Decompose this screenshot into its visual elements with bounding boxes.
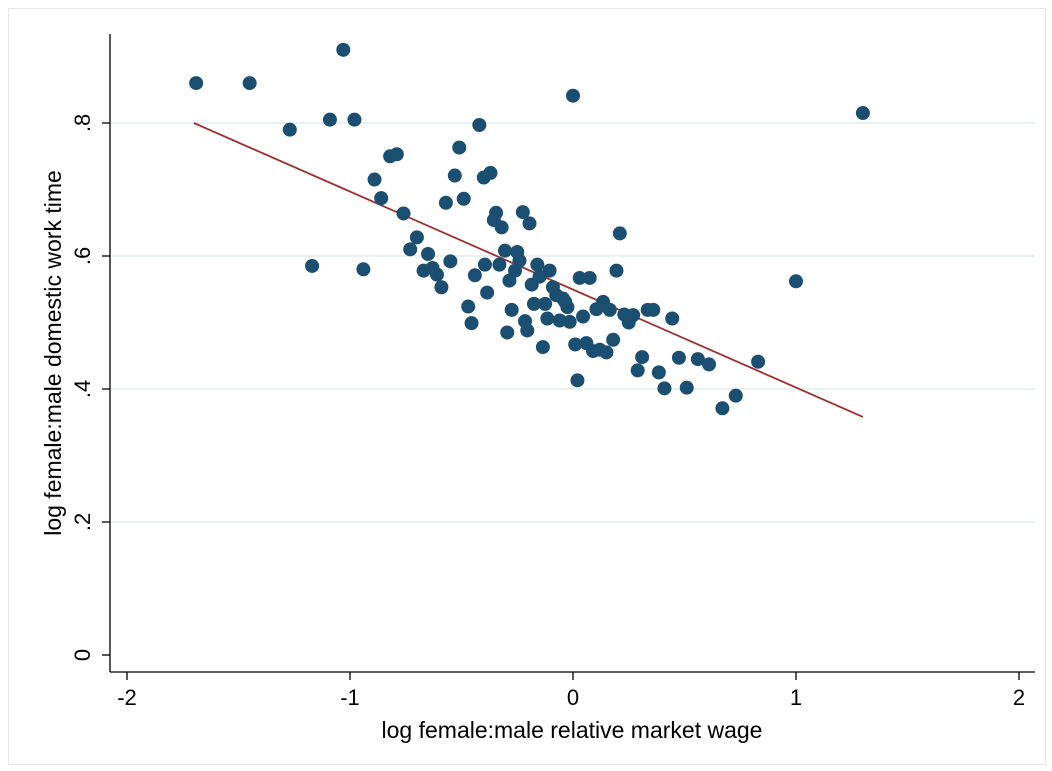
data-point-96 (789, 274, 803, 289)
y-tick-label-2: .4 (70, 380, 95, 398)
data-point-6 (347, 112, 362, 127)
data-point-61 (560, 300, 575, 315)
data-point-67 (576, 309, 591, 324)
data-point-97 (855, 106, 870, 121)
data-point-89 (671, 350, 686, 365)
data-point-32 (483, 165, 498, 180)
data-point-95 (751, 354, 766, 369)
data-point-38 (500, 325, 515, 340)
data-point-49 (526, 296, 541, 311)
ticks: -2 -1 0 1 2 0 .2 .4 .6 .8 (70, 114, 1025, 710)
data-point-13 (403, 242, 418, 257)
data-point-86 (651, 365, 666, 380)
data-point-88 (665, 311, 680, 326)
data-point-76 (606, 332, 621, 347)
x-tick-label-0: -2 (117, 685, 137, 710)
data-point-28 (472, 117, 487, 132)
data-point-65 (570, 373, 585, 388)
data-point-25 (461, 299, 476, 314)
x-axis-title: log female:male relative market wage (382, 717, 763, 743)
data-point-21 (443, 254, 458, 269)
data-point-2 (282, 122, 297, 137)
data-point-14 (409, 230, 424, 245)
data-point-9 (374, 191, 389, 206)
x-tick-label-1: -1 (340, 685, 360, 710)
data-point-46 (520, 323, 535, 338)
data-point-52 (535, 340, 550, 355)
y-axis-title: log female:male domestic work time (40, 170, 66, 536)
data-point-35 (492, 257, 507, 272)
data-point-53 (538, 296, 553, 311)
data-point-36 (494, 220, 509, 235)
data-point-23 (452, 140, 467, 155)
data-point-47 (522, 216, 537, 231)
data-point-3 (305, 258, 320, 273)
data-point-34 (489, 205, 504, 220)
data-points (189, 42, 870, 416)
data-point-63 (566, 88, 580, 103)
data-point-26 (464, 316, 479, 331)
y-tick-label-4: .8 (70, 114, 95, 132)
fit-line (193, 122, 864, 418)
data-point-43 (512, 253, 527, 268)
data-point-30 (477, 257, 492, 272)
data-point-50 (530, 257, 545, 272)
data-point-0 (189, 76, 204, 91)
data-point-1 (242, 76, 257, 91)
y-tick-label-0: 0 (70, 649, 95, 661)
data-point-85 (646, 302, 661, 317)
data-point-31 (480, 285, 495, 300)
data-point-18 (429, 267, 444, 282)
data-point-7 (356, 262, 371, 277)
data-point-11 (389, 147, 404, 162)
data-point-87 (657, 381, 672, 396)
data-point-78 (612, 226, 627, 241)
x-tick-label-3: 1 (790, 685, 802, 710)
data-point-44 (515, 205, 530, 220)
x-tick-label-2: 0 (567, 685, 579, 710)
data-point-74 (599, 345, 614, 360)
data-point-54 (540, 311, 555, 326)
grid-lines (111, 122, 1035, 523)
data-point-64 (568, 337, 583, 352)
data-point-81 (626, 308, 641, 323)
data-point-22 (447, 168, 462, 183)
data-point-62 (562, 314, 577, 329)
data-point-94 (728, 388, 743, 403)
y-tick-label-3: .6 (70, 247, 95, 265)
data-point-82 (630, 363, 645, 378)
fit-line-layer (193, 122, 864, 418)
data-point-8 (367, 172, 382, 187)
data-point-66 (572, 270, 587, 285)
data-point-55 (542, 263, 557, 278)
data-point-4 (322, 112, 337, 127)
x-tick-label-4: 2 (1013, 685, 1025, 710)
data-point-37 (497, 243, 512, 258)
data-point-20 (438, 195, 453, 210)
y-tick-label-1: .2 (70, 513, 95, 531)
data-point-77 (609, 263, 624, 278)
data-point-69 (582, 270, 597, 285)
data-point-92 (702, 357, 717, 372)
data-point-12 (396, 206, 411, 221)
data-point-19 (434, 280, 449, 295)
data-point-90 (679, 380, 694, 395)
data-point-75 (602, 302, 617, 317)
data-point-27 (467, 268, 482, 283)
data-point-91 (690, 352, 705, 367)
data-point-40 (504, 302, 519, 317)
data-point-93 (715, 401, 730, 416)
data-point-5 (336, 42, 351, 57)
data-point-16 (421, 247, 436, 262)
data-point-24 (456, 191, 471, 206)
data-point-83 (635, 350, 650, 365)
axes (109, 34, 1035, 673)
chart-frame (8, 8, 1046, 765)
